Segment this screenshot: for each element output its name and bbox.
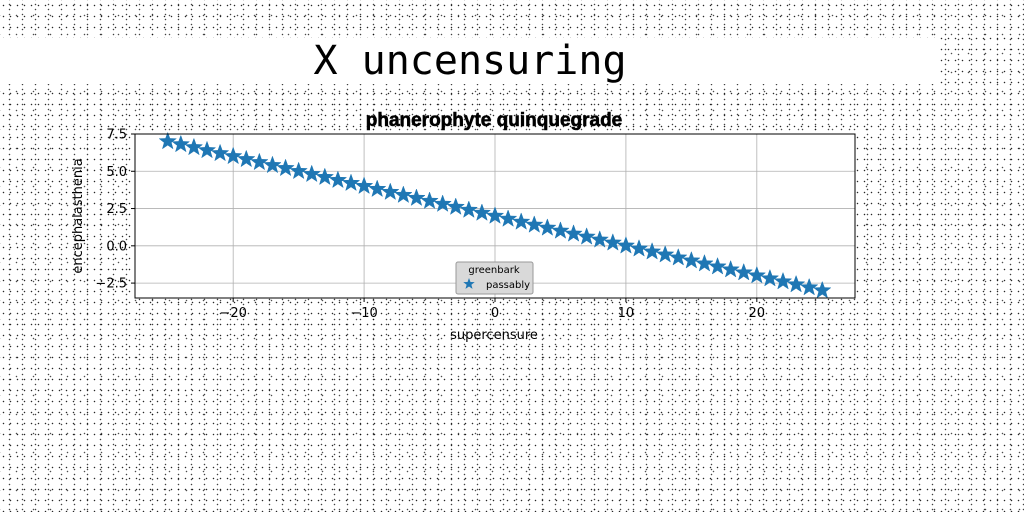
y-tick-label: 2.5 [106,202,127,217]
y-tick-label: 0.0 [106,239,127,254]
x-tick-label: −10 [350,306,377,321]
x-axis-label: supercensure [450,328,538,343]
chart-title: phanerophyte quinquegrade [366,110,623,131]
x-tick-label: 20 [749,306,766,321]
legend-series-label: passably [486,280,530,291]
legend: greenbark passably [456,262,533,294]
x-tick-label: 0 [491,306,499,321]
legend-title: greenbark [468,265,519,276]
y-tick-label: 7.5 [106,128,127,143]
y-axis: −2.5 0.0 2.5 5.0 7.5 [95,128,135,292]
y-axis-label: encephalasthenia [71,158,86,273]
x-tick-label: 10 [618,306,635,321]
x-axis: −20 −10 0 10 20 [219,298,765,321]
x-tick-label: −20 [219,306,246,321]
y-tick-label: −2.5 [95,277,127,292]
y-tick-label: 5.0 [106,165,127,180]
